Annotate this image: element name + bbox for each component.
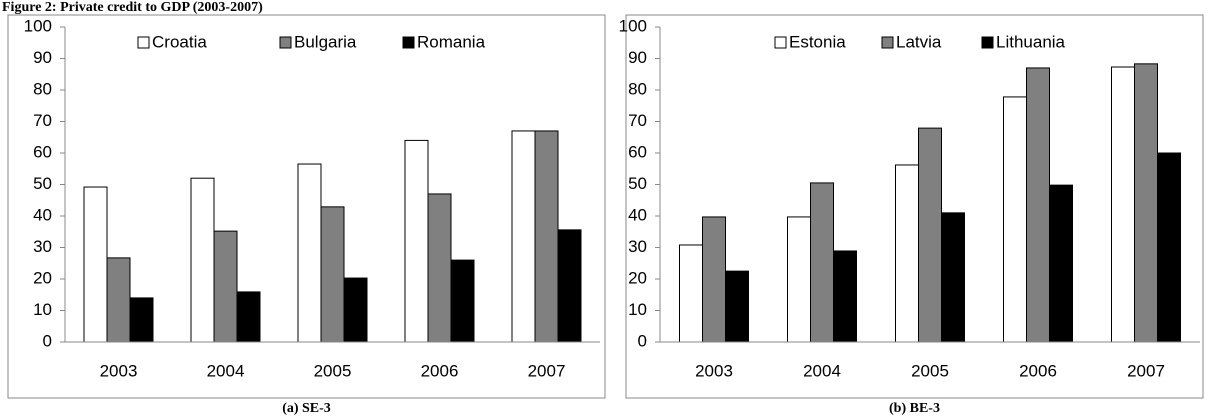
- bar: [702, 216, 726, 343]
- bar: [427, 193, 452, 343]
- bar: [1003, 96, 1027, 343]
- y-tick-label: 50: [33, 174, 52, 193]
- bar: [190, 177, 215, 343]
- bar: [725, 270, 749, 343]
- legend-swatch: [279, 36, 292, 49]
- bar: [1049, 184, 1073, 343]
- y-tick-label: 20: [33, 268, 52, 287]
- x-tick-label: 2004: [207, 361, 245, 380]
- bar: [450, 259, 475, 343]
- y-tick-label: 20: [628, 268, 647, 287]
- y-tick-label: 0: [43, 331, 52, 350]
- y-tick-label: 50: [628, 174, 647, 193]
- bar: [320, 206, 345, 343]
- y-tick-label: 80: [628, 79, 647, 98]
- legend-label: Croatia: [152, 32, 207, 51]
- figure-title: Figure 2: Private credit to GDP (2003-20…: [2, 0, 263, 15]
- x-tick-label: 2006: [1019, 361, 1057, 380]
- x-tick-label: 2005: [911, 361, 949, 380]
- legend-label: Bulgaria: [294, 32, 357, 51]
- caption: (b) BE-3: [889, 401, 940, 416]
- legend-label: Latvia: [896, 32, 942, 51]
- x-tick-label: 2005: [314, 361, 352, 380]
- legend-label: Estonia: [789, 32, 846, 51]
- legend-swatch: [402, 36, 415, 49]
- bar: [129, 297, 154, 343]
- bar: [941, 212, 965, 343]
- bar: [787, 216, 811, 343]
- y-tick-label: 10: [33, 300, 52, 319]
- legend-label: Romania: [417, 32, 486, 51]
- bar: [213, 230, 238, 343]
- bar: [404, 139, 429, 343]
- y-tick-label: 40: [628, 205, 647, 224]
- bar: [511, 130, 536, 343]
- bar: [106, 257, 131, 343]
- bar: [557, 229, 582, 343]
- bar: [534, 130, 559, 343]
- caption: (a) SE-3: [282, 401, 331, 416]
- y-tick-label: 60: [33, 142, 52, 161]
- panel-border: [7, 14, 606, 399]
- y-tick-label: 30: [628, 237, 647, 256]
- y-tick-label: 90: [33, 48, 52, 67]
- y-tick-label: 0: [638, 331, 647, 350]
- y-tick-label: 10: [628, 300, 647, 319]
- y-tick-label: 80: [33, 79, 52, 98]
- y-tick-label: 90: [628, 48, 647, 67]
- bar: [236, 291, 261, 343]
- bar: [1111, 66, 1135, 343]
- bar: [1134, 63, 1158, 343]
- y-tick-label: 100: [619, 16, 647, 35]
- legend-swatch: [137, 36, 150, 49]
- legend-label: Lithuania: [996, 32, 1066, 51]
- bar: [679, 244, 703, 343]
- bar: [895, 164, 919, 343]
- bar: [1157, 152, 1181, 343]
- y-tick-label: 70: [33, 111, 52, 130]
- bar: [1026, 67, 1050, 343]
- bar: [918, 127, 942, 343]
- y-tick-label: 30: [33, 237, 52, 256]
- x-tick-label: 2007: [1127, 361, 1165, 380]
- x-tick-label: 2007: [528, 361, 566, 380]
- x-tick-label: 2004: [803, 361, 841, 380]
- bar: [297, 163, 322, 343]
- y-tick-label: 60: [628, 142, 647, 161]
- bar: [343, 277, 368, 343]
- y-tick-label: 40: [33, 205, 52, 224]
- bar: [810, 182, 834, 343]
- y-tick-label: 100: [24, 16, 52, 35]
- x-tick-label: 2003: [100, 361, 138, 380]
- x-tick-label: 2003: [695, 361, 733, 380]
- panel-border: [625, 14, 1204, 399]
- x-tick-label: 2006: [421, 361, 459, 380]
- bar: [83, 186, 108, 343]
- legend-swatch: [981, 36, 994, 49]
- y-tick-label: 70: [628, 111, 647, 130]
- bar: [833, 250, 857, 343]
- legend-swatch: [881, 36, 894, 49]
- legend-swatch: [774, 36, 787, 49]
